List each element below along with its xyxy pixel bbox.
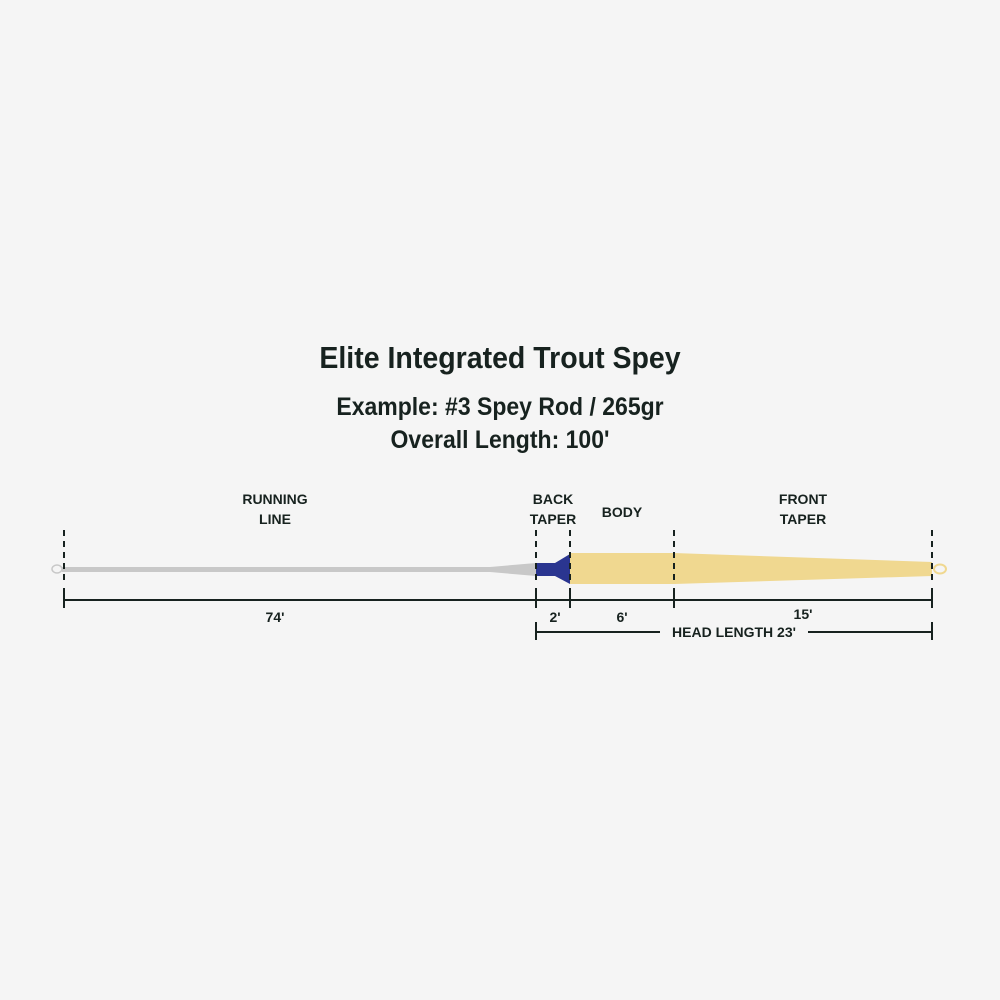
back-taper-length: 2': [549, 609, 560, 625]
front-taper-segment: [674, 553, 932, 584]
front-taper-label-2: TAPER: [780, 511, 826, 527]
body-label: BODY: [602, 504, 643, 520]
front-taper-label-1: FRONT: [779, 491, 828, 507]
running-line-label-1: RUNNING: [242, 491, 307, 507]
head-length-label: HEAD LENGTH 23': [672, 624, 796, 640]
overall-length-subtitle: Overall Length: 100': [390, 426, 610, 454]
example-subtitle: Example: #3 Spey Rod / 265gr: [336, 393, 664, 421]
running-line-label-2: LINE: [259, 511, 291, 527]
back-taper-label-1: BACK: [533, 491, 573, 507]
back-taper-label-2: TAPER: [530, 511, 576, 527]
front-loop: [933, 563, 947, 575]
front-taper-length: 15': [794, 606, 813, 622]
back-taper-segment: [536, 554, 570, 584]
running-line-segment: [62, 563, 536, 576]
body-segment: [570, 553, 674, 584]
running-line-length: 74': [266, 609, 285, 625]
rear-loop: [51, 564, 63, 574]
body-length: 6': [616, 609, 627, 625]
diagram-title: Elite Integrated Trout Spey: [319, 340, 681, 375]
